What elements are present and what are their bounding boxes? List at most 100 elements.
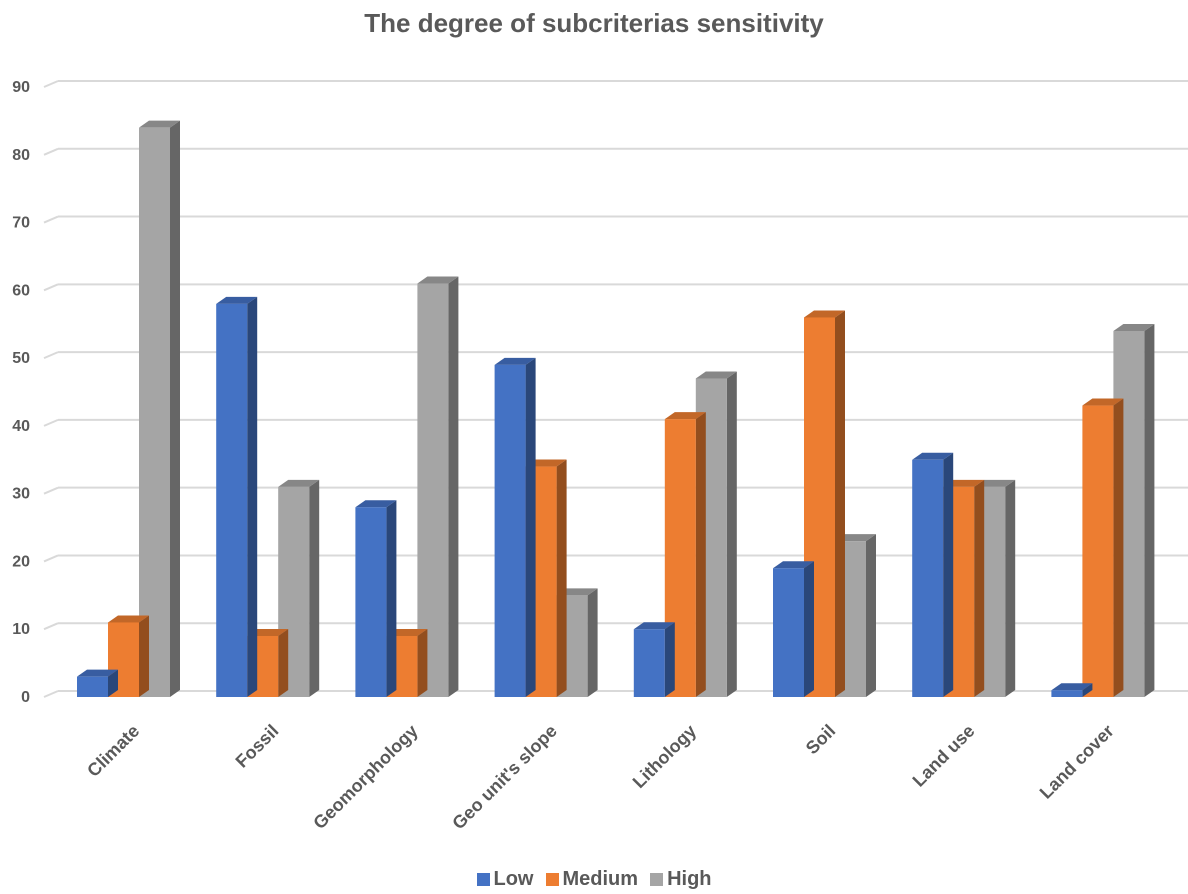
bar-top bbox=[912, 452, 954, 460]
bar-low-land-use bbox=[912, 452, 954, 697]
bar-top bbox=[1082, 398, 1124, 406]
bar-side bbox=[1005, 479, 1016, 697]
gridline-depth bbox=[43, 486, 59, 495]
bar-top bbox=[386, 629, 428, 636]
bar-front bbox=[494, 364, 526, 697]
bar-side bbox=[448, 276, 459, 697]
legend-label: Low bbox=[493, 868, 534, 890]
bars bbox=[77, 120, 1155, 697]
chart-title: The degree of subcriterias sensitivity bbox=[364, 8, 824, 38]
bar-high-soil bbox=[835, 534, 876, 697]
x-tick-label-geomorphology: Geomorphology bbox=[309, 721, 421, 833]
x-tick-label-soil: Soil bbox=[802, 721, 839, 758]
bar-top bbox=[139, 120, 180, 128]
bar-side bbox=[170, 120, 180, 697]
x-tick-label-geo-unit-s-slope: Geo unit's slope bbox=[448, 721, 561, 834]
y-tick-label: 70 bbox=[12, 215, 30, 232]
y-tick-label: 40 bbox=[12, 418, 30, 435]
bar-side bbox=[309, 479, 320, 697]
bar-top bbox=[695, 371, 737, 379]
y-tick-label: 90 bbox=[12, 79, 30, 96]
bar-top bbox=[525, 459, 567, 467]
bar-top bbox=[974, 479, 1016, 487]
y-tick-label: 60 bbox=[12, 282, 30, 299]
bar-front bbox=[216, 303, 248, 697]
bar-top bbox=[355, 500, 397, 508]
bar-top bbox=[1051, 683, 1093, 691]
bar-side bbox=[525, 357, 536, 697]
gridline-depth bbox=[43, 622, 59, 631]
y-tick-label: 10 bbox=[12, 621, 30, 638]
bar-side bbox=[247, 296, 258, 697]
bar-low-land-cover bbox=[1051, 683, 1093, 697]
bar-front bbox=[77, 676, 108, 697]
bar-top bbox=[77, 669, 118, 677]
bar-low-geo-unit-s-slope bbox=[494, 357, 536, 697]
bar-high-climate bbox=[139, 120, 180, 697]
legend-item-high: High bbox=[650, 868, 712, 891]
bar-high-geomorphology bbox=[417, 276, 459, 697]
bar-low-soil bbox=[773, 561, 814, 697]
bar-front bbox=[1082, 405, 1114, 697]
y-tick-label: 30 bbox=[12, 486, 30, 503]
y-tick-label: 80 bbox=[12, 147, 30, 164]
gridline-depth bbox=[43, 418, 59, 427]
y-tick-label: 50 bbox=[12, 350, 30, 367]
bar-top bbox=[108, 615, 149, 623]
bar-low-geomorphology bbox=[355, 500, 397, 697]
x-tick-label-land-use: Land use bbox=[909, 721, 979, 791]
bar-top bbox=[417, 276, 459, 284]
legend-item-low: Low bbox=[476, 868, 534, 891]
bar-front bbox=[912, 459, 944, 697]
bar-side bbox=[139, 615, 149, 697]
legend-swatch-medium bbox=[545, 873, 559, 886]
bar-side bbox=[835, 310, 845, 697]
legend-swatch-high bbox=[650, 873, 664, 886]
bar-side bbox=[1113, 398, 1124, 697]
bar-side bbox=[1082, 683, 1093, 697]
y-axis-ticks: 0 10 20 30 40 50 60 70 80 90 bbox=[12, 79, 30, 706]
bar-side bbox=[726, 371, 737, 697]
gridline-depth bbox=[43, 215, 59, 224]
bar-top bbox=[633, 622, 675, 630]
y-tick-label: 20 bbox=[12, 553, 30, 570]
bar-side bbox=[386, 500, 397, 697]
bar-side bbox=[108, 669, 118, 697]
bar-top bbox=[278, 479, 320, 487]
bar-side bbox=[866, 534, 876, 697]
bar-side bbox=[804, 561, 814, 697]
gridline-depth bbox=[43, 690, 59, 698]
bar-top bbox=[556, 588, 598, 596]
bar-front bbox=[139, 127, 170, 697]
bar-top bbox=[1113, 324, 1155, 331]
bar-side bbox=[664, 622, 675, 697]
bar-side bbox=[587, 588, 598, 697]
bar-side bbox=[943, 452, 954, 697]
bar-top bbox=[494, 357, 536, 365]
bar-side bbox=[974, 479, 985, 697]
bar-low-fossil bbox=[216, 296, 258, 697]
bar-top bbox=[804, 310, 845, 318]
legend: Low Medium High bbox=[0, 868, 1188, 891]
x-tick-label-lithology: Lithology bbox=[629, 721, 700, 792]
bar-side bbox=[278, 629, 289, 697]
bar-side bbox=[695, 412, 706, 697]
bar-front bbox=[417, 283, 449, 697]
gridline-depth bbox=[43, 283, 59, 292]
bar-top bbox=[664, 412, 706, 420]
gridline-depth bbox=[43, 554, 59, 563]
gridlines bbox=[43, 80, 1188, 698]
y-tick-label: 0 bbox=[21, 689, 30, 706]
x-tick-label-land-cover: Land cover bbox=[1036, 721, 1118, 803]
bar-front bbox=[773, 568, 804, 697]
x-axis-labels: Climate Fossil Geomorphology Geo unit's slo… bbox=[83, 721, 1118, 834]
legend-label: Medium bbox=[562, 868, 639, 890]
gridline-depth bbox=[43, 80, 59, 88]
bar-top bbox=[835, 534, 876, 542]
legend-item-medium: Medium bbox=[545, 868, 639, 891]
legend-label: High bbox=[667, 868, 712, 890]
bar-front bbox=[633, 629, 665, 697]
bar-low-climate bbox=[77, 669, 118, 697]
gridline-depth bbox=[43, 351, 59, 360]
